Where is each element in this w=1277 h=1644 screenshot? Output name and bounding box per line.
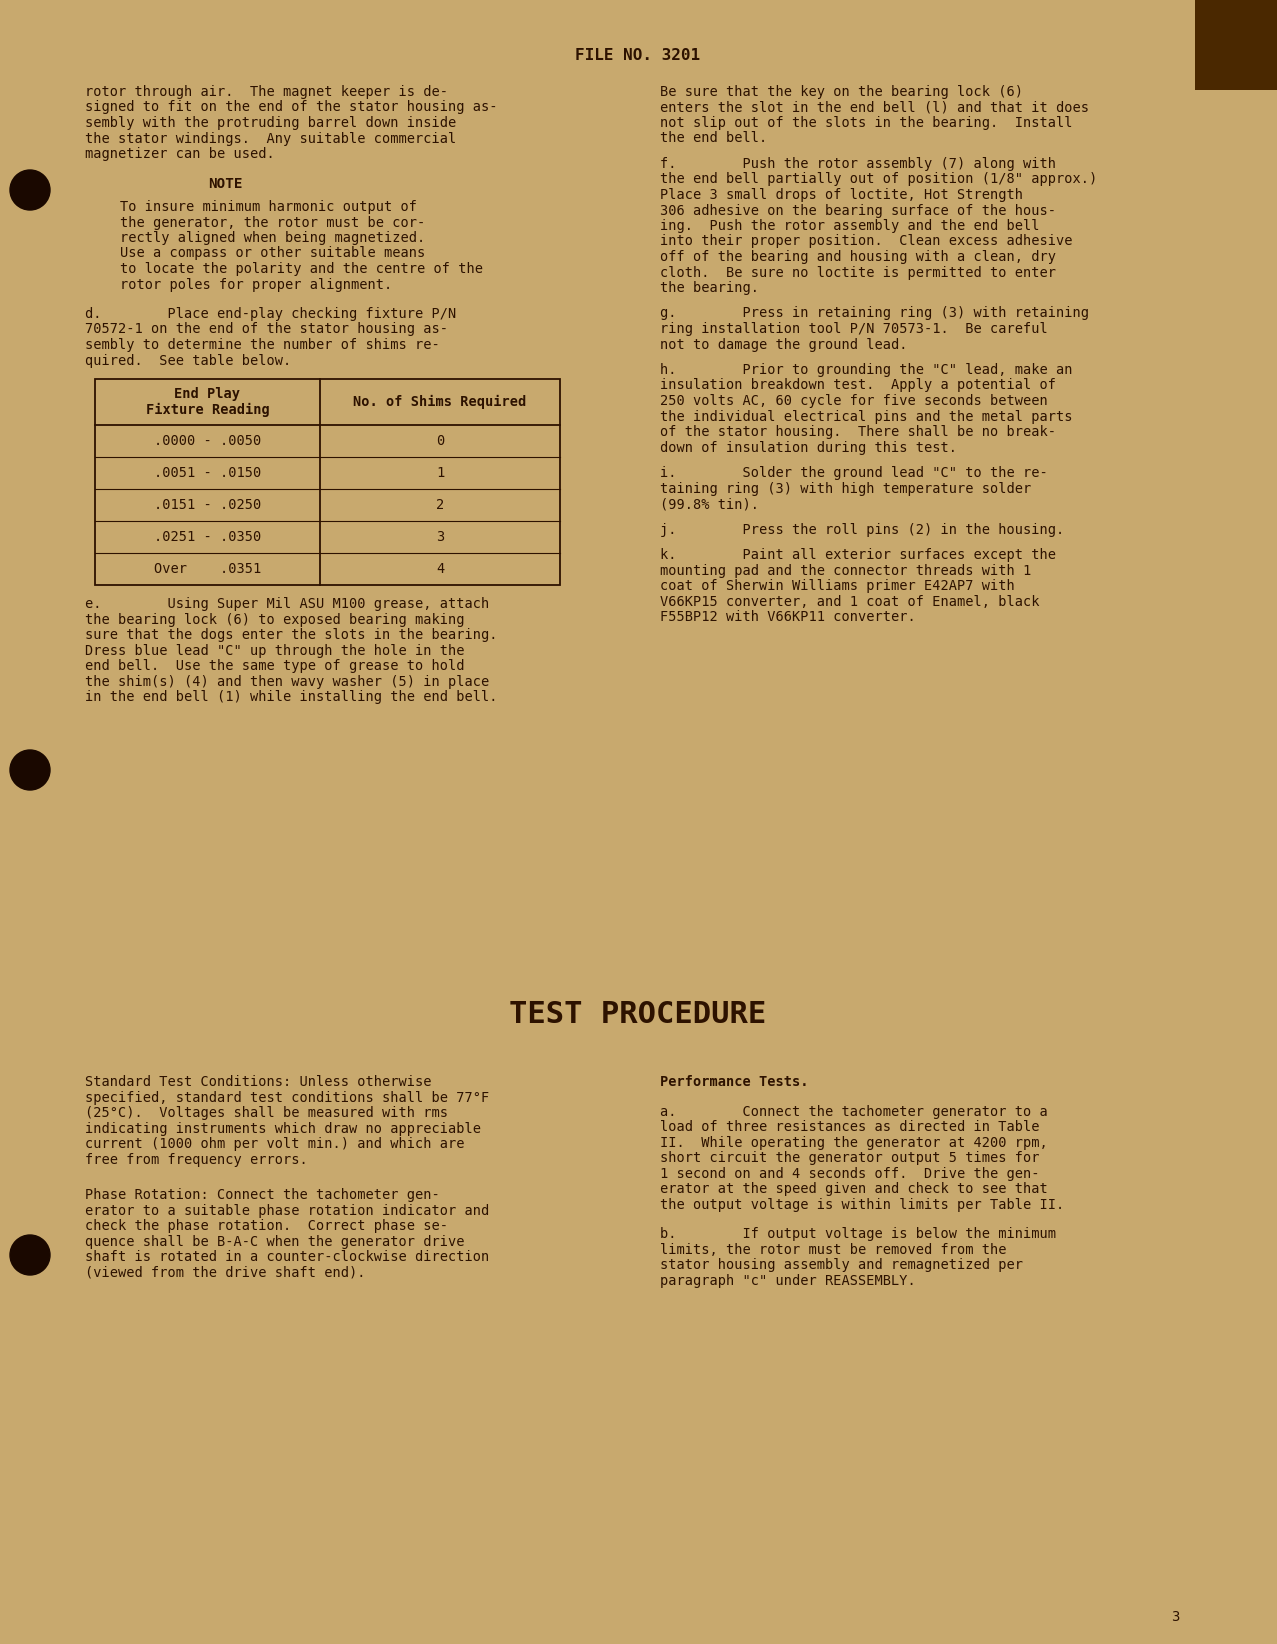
Text: TEST PROCEDURE: TEST PROCEDURE	[510, 1000, 766, 1029]
Text: g.        Press in retaining ring (3) with retaining: g. Press in retaining ring (3) with reta…	[660, 306, 1089, 321]
Text: taining ring (3) with high temperature solder: taining ring (3) with high temperature s…	[660, 482, 1032, 495]
Text: 4: 4	[435, 562, 444, 575]
Text: Fixture Reading: Fixture Reading	[146, 403, 269, 416]
Text: not to damage the ground lead.: not to damage the ground lead.	[660, 337, 908, 352]
Text: in the end bell (1) while installing the end bell.: in the end bell (1) while installing the…	[86, 690, 498, 704]
Text: j.        Press the roll pins (2) in the housing.: j. Press the roll pins (2) in the housin…	[660, 523, 1064, 536]
Text: rectly aligned when being magnetized.: rectly aligned when being magnetized.	[120, 232, 425, 245]
Text: the end bell partially out of position (1/8" approx.): the end bell partially out of position (…	[660, 173, 1097, 186]
Text: the individual electrical pins and the metal parts: the individual electrical pins and the m…	[660, 409, 1073, 424]
Text: Place 3 small drops of loctite, Hot Strength: Place 3 small drops of loctite, Hot Stre…	[660, 187, 1023, 202]
Text: To insure minimum harmonic output of: To insure minimum harmonic output of	[120, 201, 418, 214]
Text: Performance Tests.: Performance Tests.	[660, 1075, 808, 1088]
Text: ring installation tool P/N 70573-1.  Be careful: ring installation tool P/N 70573-1. Be c…	[660, 322, 1047, 335]
Text: (25°C).  Voltages shall be measured with rms: (25°C). Voltages shall be measured with …	[86, 1106, 448, 1120]
Text: check the phase rotation.  Correct phase se-: check the phase rotation. Correct phase …	[86, 1218, 448, 1233]
Text: i.        Solder the ground lead "C" to the re-: i. Solder the ground lead "C" to the re-	[660, 465, 1047, 480]
Text: End Play: End Play	[175, 386, 240, 401]
Text: Over    .0351: Over .0351	[153, 562, 261, 575]
Text: a.        Connect the tachometer generator to a: a. Connect the tachometer generator to a	[660, 1105, 1047, 1118]
Text: 1: 1	[435, 465, 444, 480]
Text: shaft is rotated in a counter-clockwise direction: shaft is rotated in a counter-clockwise …	[86, 1249, 489, 1264]
Text: 0: 0	[435, 434, 444, 449]
Text: stator housing assembly and remagnetized per: stator housing assembly and remagnetized…	[660, 1258, 1023, 1272]
Circle shape	[10, 1235, 50, 1276]
Text: of the stator housing.  There shall be no break-: of the stator housing. There shall be no…	[660, 426, 1056, 439]
Text: quence shall be B-A-C when the generator drive: quence shall be B-A-C when the generator…	[86, 1235, 465, 1248]
Text: short circuit the generator output 5 times for: short circuit the generator output 5 tim…	[660, 1151, 1039, 1166]
Text: Dress blue lead "C" up through the hole in the: Dress blue lead "C" up through the hole …	[86, 643, 465, 658]
Text: 1 second on and 4 seconds off.  Drive the gen-: 1 second on and 4 seconds off. Drive the…	[660, 1167, 1039, 1180]
Text: enters the slot in the end bell (l) and that it does: enters the slot in the end bell (l) and …	[660, 100, 1089, 115]
Text: Use a compass or other suitable means: Use a compass or other suitable means	[120, 247, 425, 260]
Text: the generator, the rotor must be cor-: the generator, the rotor must be cor-	[120, 215, 425, 230]
Text: into their proper position.  Clean excess adhesive: into their proper position. Clean excess…	[660, 235, 1073, 248]
Text: NOTE: NOTE	[208, 176, 243, 191]
Text: cloth.  Be sure no loctite is permitted to enter: cloth. Be sure no loctite is permitted t…	[660, 265, 1056, 279]
Text: to locate the polarity and the centre of the: to locate the polarity and the centre of…	[120, 261, 483, 276]
Text: Standard Test Conditions: Unless otherwise: Standard Test Conditions: Unless otherwi…	[86, 1075, 432, 1088]
Text: the end bell.: the end bell.	[660, 132, 767, 146]
Text: magnetizer can be used.: magnetizer can be used.	[86, 146, 275, 161]
Text: 2: 2	[435, 498, 444, 511]
Text: not slip out of the slots in the bearing.  Install: not slip out of the slots in the bearing…	[660, 117, 1073, 130]
Text: specified, standard test conditions shall be 77°F: specified, standard test conditions shal…	[86, 1090, 489, 1105]
Text: rotor poles for proper alignment.: rotor poles for proper alignment.	[120, 278, 392, 291]
Text: No. of Shims Required: No. of Shims Required	[354, 395, 526, 409]
Text: insulation breakdown test.  Apply a potential of: insulation breakdown test. Apply a poten…	[660, 378, 1056, 393]
Text: indicating instruments which draw no appreciable: indicating instruments which draw no app…	[86, 1121, 481, 1136]
Text: free from frequency errors.: free from frequency errors.	[86, 1152, 308, 1167]
Text: sembly with the protruding barrel down inside: sembly with the protruding barrel down i…	[86, 117, 456, 130]
Text: b.        If output voltage is below the minimum: b. If output voltage is below the minimu…	[660, 1226, 1056, 1241]
Text: paragraph "c" under REASSEMBLY.: paragraph "c" under REASSEMBLY.	[660, 1274, 916, 1287]
Text: sure that the dogs enter the slots in the bearing.: sure that the dogs enter the slots in th…	[86, 628, 498, 643]
Text: e.        Using Super Mil ASU M100 grease, attach: e. Using Super Mil ASU M100 grease, atta…	[86, 597, 489, 612]
Circle shape	[10, 750, 50, 791]
Text: limits, the rotor must be removed from the: limits, the rotor must be removed from t…	[660, 1243, 1006, 1256]
Text: (viewed from the drive shaft end).: (viewed from the drive shaft end).	[86, 1266, 365, 1279]
Text: the bearing.: the bearing.	[660, 281, 759, 294]
Text: the stator windings.  Any suitable commercial: the stator windings. Any suitable commer…	[86, 132, 456, 146]
Text: load of three resistances as directed in Table: load of three resistances as directed in…	[660, 1120, 1039, 1134]
Text: mounting pad and the connector threads with 1: mounting pad and the connector threads w…	[660, 564, 1032, 577]
Text: current (1000 ohm per volt min.) and which are: current (1000 ohm per volt min.) and whi…	[86, 1138, 465, 1151]
Text: 3: 3	[435, 529, 444, 544]
Text: Phase Rotation: Connect the tachometer gen-: Phase Rotation: Connect the tachometer g…	[86, 1189, 439, 1202]
Text: 3: 3	[1171, 1609, 1179, 1624]
Text: off of the bearing and housing with a clean, dry: off of the bearing and housing with a cl…	[660, 250, 1056, 265]
Text: the output voltage is within limits per Table II.: the output voltage is within limits per …	[660, 1197, 1064, 1212]
Text: FILE NO. 3201: FILE NO. 3201	[576, 48, 701, 62]
Text: .0251 - .0350: .0251 - .0350	[153, 529, 261, 544]
Text: sembly to determine the number of shims re-: sembly to determine the number of shims …	[86, 339, 439, 352]
Text: 306 adhesive on the bearing surface of the hous-: 306 adhesive on the bearing surface of t…	[660, 204, 1056, 217]
Text: 70572-1 on the end of the stator housing as-: 70572-1 on the end of the stator housing…	[86, 322, 448, 337]
Text: k.        Paint all exterior surfaces except the: k. Paint all exterior surfaces except th…	[660, 547, 1056, 562]
Text: down of insulation during this test.: down of insulation during this test.	[660, 441, 956, 454]
Text: Be sure that the key on the bearing lock (6): Be sure that the key on the bearing lock…	[660, 85, 1023, 99]
Text: erator to a suitable phase rotation indicator and: erator to a suitable phase rotation indi…	[86, 1203, 489, 1218]
Text: (99.8% tin).: (99.8% tin).	[660, 496, 759, 511]
Text: coat of Sherwin Williams primer E42AP7 with: coat of Sherwin Williams primer E42AP7 w…	[660, 579, 1015, 593]
Text: .0151 - .0250: .0151 - .0250	[153, 498, 261, 511]
Text: quired.  See table below.: quired. See table below.	[86, 353, 291, 368]
Text: .0000 - .0050: .0000 - .0050	[153, 434, 261, 449]
Bar	[94, 380, 561, 585]
Bar	[1195, 0, 1277, 90]
Text: the shim(s) (4) and then wavy washer (5) in place: the shim(s) (4) and then wavy washer (5)…	[86, 674, 489, 689]
Text: II.  While operating the generator at 4200 rpm,: II. While operating the generator at 420…	[660, 1136, 1047, 1149]
Text: h.        Prior to grounding the "C" lead, make an: h. Prior to grounding the "C" lead, make…	[660, 363, 1073, 376]
Text: 250 volts AC, 60 cycle for five seconds between: 250 volts AC, 60 cycle for five seconds …	[660, 395, 1047, 408]
Text: erator at the speed given and check to see that: erator at the speed given and check to s…	[660, 1182, 1047, 1195]
Text: .0051 - .0150: .0051 - .0150	[153, 465, 261, 480]
Text: signed to fit on the end of the stator housing as-: signed to fit on the end of the stator h…	[86, 100, 498, 115]
Text: ing.  Push the rotor assembly and the end bell: ing. Push the rotor assembly and the end…	[660, 219, 1039, 233]
Text: end bell.  Use the same type of grease to hold: end bell. Use the same type of grease to…	[86, 659, 465, 672]
Text: rotor through air.  The magnet keeper is de-: rotor through air. The magnet keeper is …	[86, 85, 448, 99]
Text: f.        Push the rotor assembly (7) along with: f. Push the rotor assembly (7) along wit…	[660, 156, 1056, 171]
Text: the bearing lock (6) to exposed bearing making: the bearing lock (6) to exposed bearing …	[86, 613, 465, 626]
Text: V66KP15 converter, and 1 coat of Enamel, black: V66KP15 converter, and 1 coat of Enamel,…	[660, 595, 1039, 608]
Text: d.        Place end-play checking fixture P/N: d. Place end-play checking fixture P/N	[86, 307, 456, 321]
Text: F55BP12 with V66KP11 converter.: F55BP12 with V66KP11 converter.	[660, 610, 916, 625]
Circle shape	[10, 169, 50, 210]
